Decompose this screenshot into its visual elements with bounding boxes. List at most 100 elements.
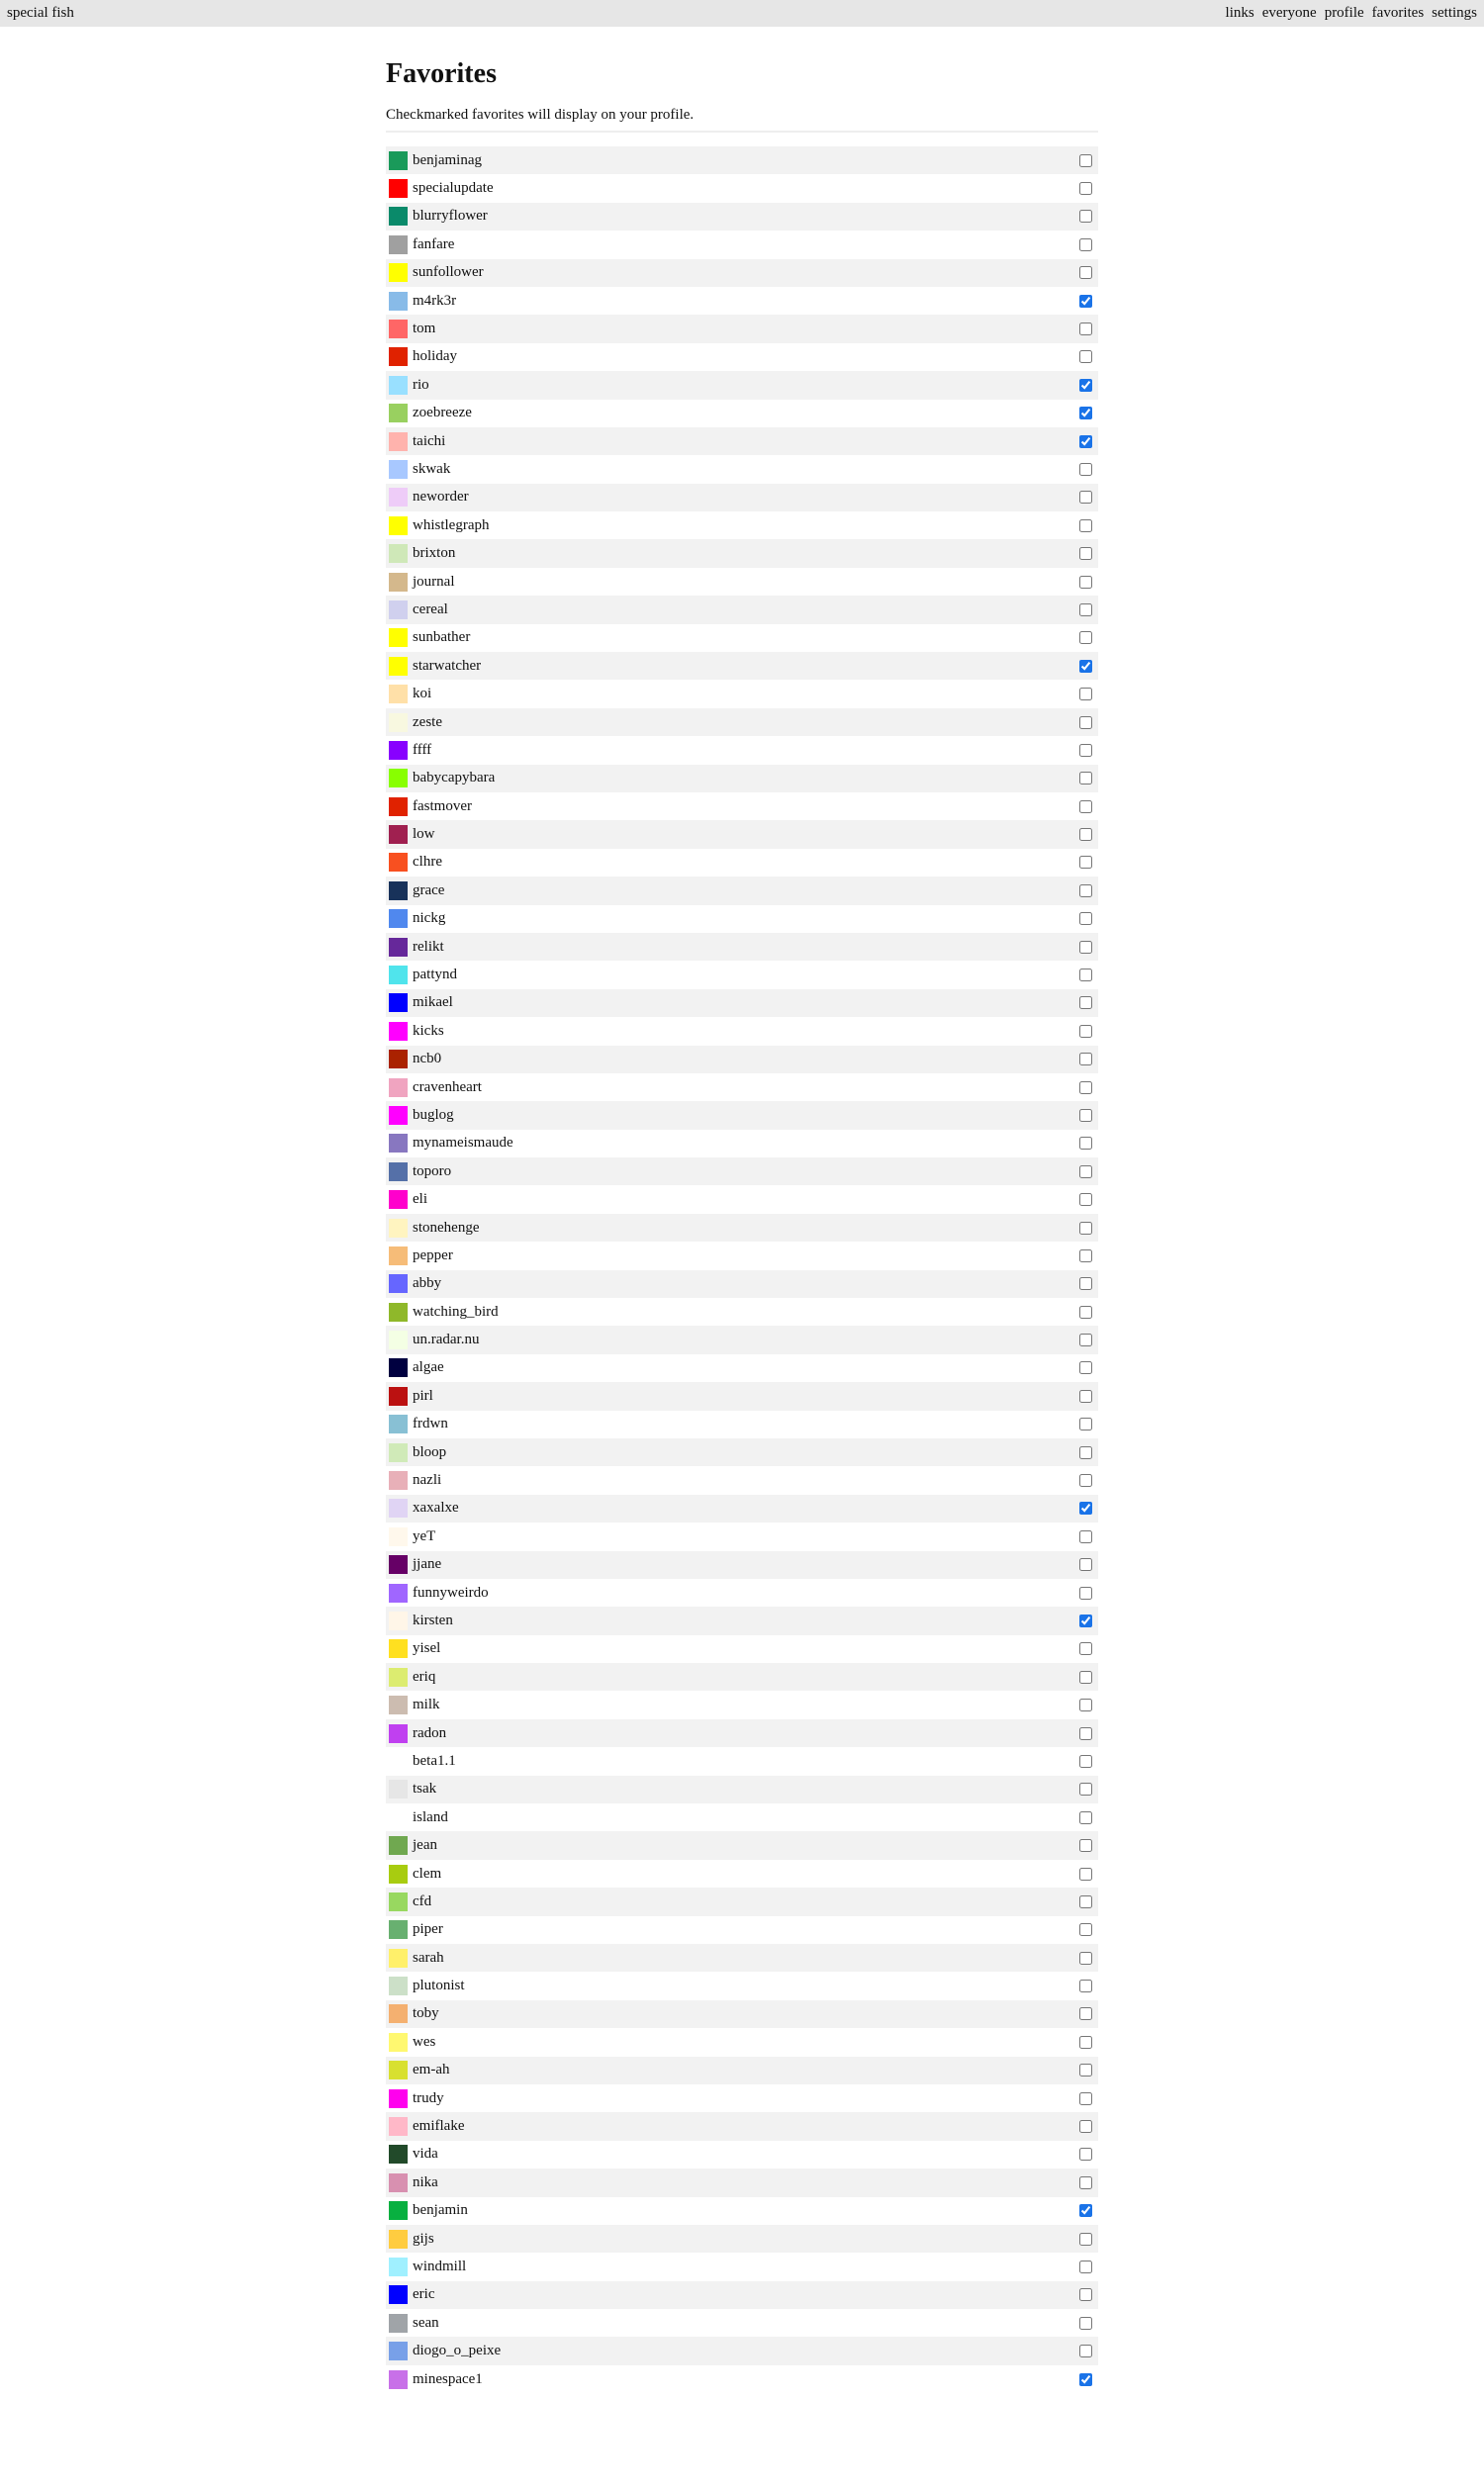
display-on-profile-checkbox[interactable] xyxy=(1079,491,1092,505)
display-on-profile-checkbox[interactable] xyxy=(1079,210,1092,224)
display-on-profile-checkbox[interactable] xyxy=(1079,659,1092,673)
display-on-profile-checkbox[interactable] xyxy=(1079,688,1092,701)
display-on-profile-checkbox[interactable] xyxy=(1079,1305,1092,1319)
display-on-profile-checkbox[interactable] xyxy=(1079,1670,1092,1684)
display-on-profile-checkbox[interactable] xyxy=(1079,1248,1092,1262)
nav-favorites-link[interactable]: favorites xyxy=(1371,5,1425,21)
display-on-profile-checkbox[interactable] xyxy=(1079,1024,1092,1038)
display-on-profile-checkbox[interactable] xyxy=(1079,1108,1092,1122)
display-on-profile-checkbox[interactable] xyxy=(1079,1334,1092,1347)
display-on-profile-checkbox[interactable] xyxy=(1079,1164,1092,1178)
display-on-profile-checkbox[interactable] xyxy=(1079,237,1092,251)
display-on-profile-checkbox[interactable] xyxy=(1079,350,1092,364)
display-on-profile-checkbox[interactable] xyxy=(1079,182,1092,196)
nav-settings-link[interactable]: settings xyxy=(1432,5,1477,21)
display-on-profile-checkbox[interactable] xyxy=(1079,518,1092,532)
display-on-profile-checkbox[interactable] xyxy=(1079,1474,1092,1488)
display-on-profile-checkbox[interactable] xyxy=(1079,743,1092,757)
display-on-profile-checkbox[interactable] xyxy=(1079,799,1092,813)
display-on-profile-checkbox[interactable] xyxy=(1079,1445,1092,1459)
display-on-profile-checkbox[interactable] xyxy=(1079,1502,1092,1516)
display-on-profile-checkbox[interactable] xyxy=(1079,575,1092,589)
display-on-profile-checkbox[interactable] xyxy=(1079,1894,1092,1908)
favorite-name: sean xyxy=(413,2314,439,2331)
display-on-profile-checkbox[interactable] xyxy=(1079,1361,1092,1375)
display-on-profile-checkbox[interactable] xyxy=(1079,1810,1092,1824)
display-on-profile-checkbox[interactable] xyxy=(1079,2260,1092,2273)
display-on-profile-checkbox[interactable] xyxy=(1079,1699,1092,1712)
nav-links-link[interactable]: links xyxy=(1225,5,1254,21)
display-on-profile-checkbox[interactable] xyxy=(1079,631,1092,645)
favorite-name: sunfollower xyxy=(413,264,484,281)
color-swatch xyxy=(389,2145,408,2165)
display-on-profile-checkbox[interactable] xyxy=(1079,2288,1092,2302)
display-on-profile-checkbox[interactable] xyxy=(1079,602,1092,616)
display-on-profile-checkbox[interactable] xyxy=(1079,434,1092,448)
favorite-name: eric xyxy=(413,2286,435,2303)
display-on-profile-checkbox[interactable] xyxy=(1079,2372,1092,2386)
display-on-profile-checkbox[interactable] xyxy=(1079,153,1092,167)
display-on-profile-checkbox[interactable] xyxy=(1079,1615,1092,1627)
display-on-profile-checkbox[interactable] xyxy=(1079,1923,1092,1937)
display-on-profile-checkbox[interactable] xyxy=(1079,969,1092,982)
display-on-profile-checkbox[interactable] xyxy=(1079,2035,1092,2049)
display-on-profile-checkbox[interactable] xyxy=(1079,294,1092,308)
nav-profile-link[interactable]: profile xyxy=(1324,5,1364,21)
display-on-profile-checkbox[interactable] xyxy=(1079,1418,1092,1431)
display-on-profile-checkbox[interactable] xyxy=(1079,1529,1092,1543)
display-on-profile-checkbox[interactable] xyxy=(1079,2064,1092,2077)
display-on-profile-checkbox[interactable] xyxy=(1079,1558,1092,1572)
display-on-profile-checkbox[interactable] xyxy=(1079,996,1092,1010)
color-swatch xyxy=(389,769,408,788)
display-on-profile-checkbox[interactable] xyxy=(1079,772,1092,785)
display-on-profile-checkbox[interactable] xyxy=(1079,1754,1092,1768)
display-on-profile-checkbox[interactable] xyxy=(1079,2148,1092,2162)
favorite-row: wes xyxy=(386,2028,1098,2056)
display-on-profile-checkbox[interactable] xyxy=(1079,547,1092,561)
display-on-profile-checkbox[interactable] xyxy=(1079,1193,1092,1207)
color-swatch xyxy=(389,320,408,339)
favorite-row: pattynd xyxy=(386,961,1098,988)
display-on-profile-checkbox[interactable] xyxy=(1079,2175,1092,2189)
favorite-name: abby xyxy=(413,1275,442,1292)
display-on-profile-checkbox[interactable] xyxy=(1079,462,1092,476)
nav-everyone-link[interactable]: everyone xyxy=(1261,5,1317,21)
display-on-profile-checkbox[interactable] xyxy=(1079,1867,1092,1881)
favorite-row: ffff xyxy=(386,736,1098,764)
display-on-profile-checkbox[interactable] xyxy=(1079,856,1092,870)
display-on-profile-checkbox[interactable] xyxy=(1079,1726,1092,1740)
favorite-name: rio xyxy=(413,376,429,393)
color-swatch xyxy=(389,1050,408,1069)
display-on-profile-checkbox[interactable] xyxy=(1079,1951,1092,1965)
display-on-profile-checkbox[interactable] xyxy=(1079,266,1092,280)
display-on-profile-checkbox[interactable] xyxy=(1079,1389,1092,1403)
site-name-link[interactable]: special fish xyxy=(7,5,74,21)
display-on-profile-checkbox[interactable] xyxy=(1079,2204,1092,2218)
display-on-profile-checkbox[interactable] xyxy=(1079,1221,1092,1235)
display-on-profile-checkbox[interactable] xyxy=(1079,2232,1092,2246)
display-on-profile-checkbox[interactable] xyxy=(1079,1839,1092,1853)
display-on-profile-checkbox[interactable] xyxy=(1079,912,1092,926)
display-on-profile-checkbox[interactable] xyxy=(1079,1137,1092,1151)
display-on-profile-checkbox[interactable] xyxy=(1079,2316,1092,2330)
display-on-profile-checkbox[interactable] xyxy=(1079,940,1092,954)
display-on-profile-checkbox[interactable] xyxy=(1079,323,1092,336)
display-on-profile-checkbox[interactable] xyxy=(1079,1980,1092,1993)
display-on-profile-checkbox[interactable] xyxy=(1079,1783,1092,1797)
display-on-profile-checkbox[interactable] xyxy=(1079,2120,1092,2134)
display-on-profile-checkbox[interactable] xyxy=(1079,715,1092,729)
display-on-profile-checkbox[interactable] xyxy=(1079,407,1092,420)
favorite-name: island xyxy=(413,1808,448,1825)
display-on-profile-checkbox[interactable] xyxy=(1079,378,1092,392)
display-on-profile-checkbox[interactable] xyxy=(1079,1080,1092,1094)
color-swatch xyxy=(389,179,408,199)
display-on-profile-checkbox[interactable] xyxy=(1079,828,1092,842)
display-on-profile-checkbox[interactable] xyxy=(1079,883,1092,897)
display-on-profile-checkbox[interactable] xyxy=(1079,1053,1092,1066)
display-on-profile-checkbox[interactable] xyxy=(1079,1642,1092,1656)
display-on-profile-checkbox[interactable] xyxy=(1079,2007,1092,2021)
display-on-profile-checkbox[interactable] xyxy=(1079,2091,1092,2105)
display-on-profile-checkbox[interactable] xyxy=(1079,2345,1092,2358)
display-on-profile-checkbox[interactable] xyxy=(1079,1586,1092,1600)
display-on-profile-checkbox[interactable] xyxy=(1079,1277,1092,1291)
